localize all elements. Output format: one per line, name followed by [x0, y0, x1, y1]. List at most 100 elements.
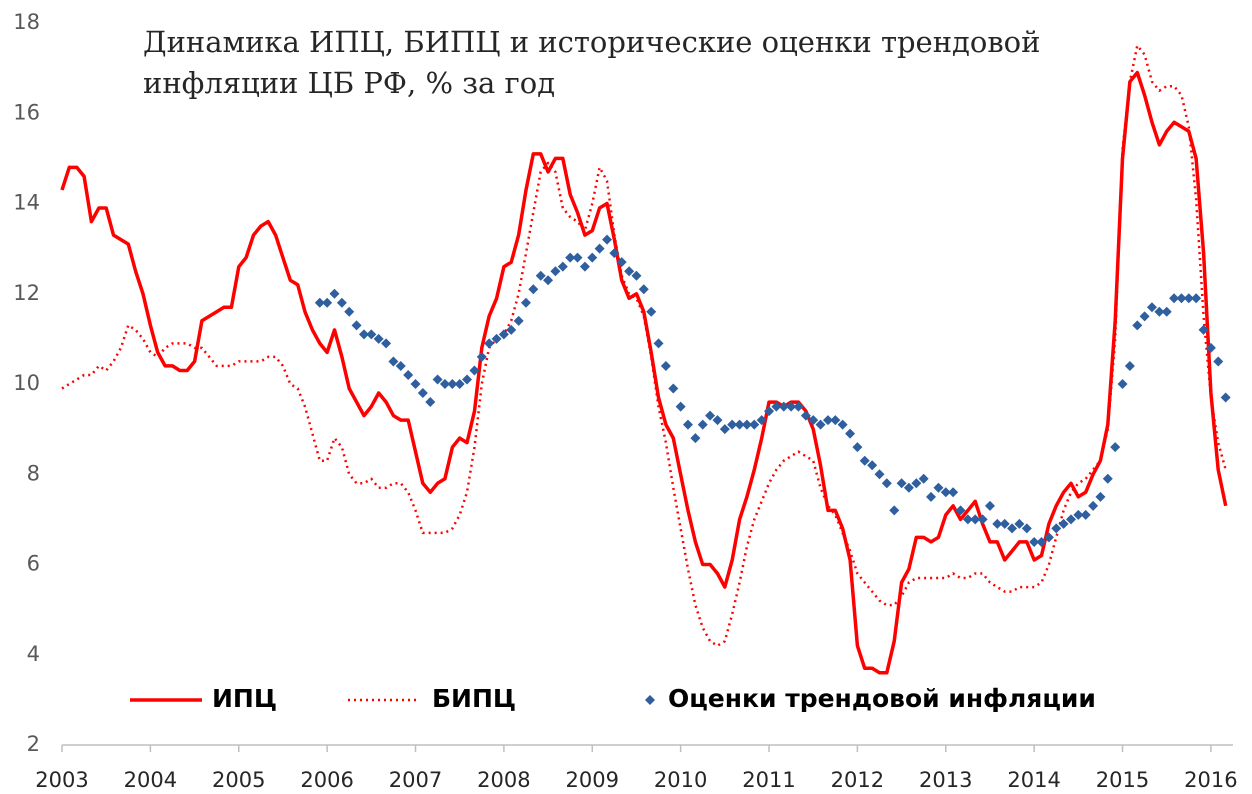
trend-point [852, 442, 863, 453]
y-tick-label: 6 [27, 552, 40, 576]
trend-point [940, 487, 951, 498]
trend-point [822, 415, 833, 426]
y-tick-label: 2 [27, 732, 40, 756]
x-tick-label: 2003 [35, 768, 88, 792]
trend-point [1110, 442, 1121, 453]
trend-point [1014, 518, 1025, 529]
x-tick-label: 2007 [389, 768, 442, 792]
trend-point [314, 297, 325, 308]
trend-point [373, 333, 384, 344]
trend-point [808, 415, 819, 426]
trend-point [977, 514, 988, 525]
trend-point [565, 252, 576, 263]
trend-point [830, 415, 841, 426]
y-tick-label: 4 [27, 642, 40, 666]
trend-point [520, 297, 531, 308]
trend-point [1220, 392, 1231, 403]
x-tick-label: 2015 [1096, 768, 1149, 792]
trend-point [1124, 360, 1135, 371]
trend-point [351, 320, 362, 331]
chart-title: Динамика ИПЦ, БИПЦ и исторические оценки… [143, 25, 1040, 59]
y-tick-label: 12 [13, 281, 40, 305]
trend-point [778, 401, 789, 412]
trend-point [1183, 293, 1194, 304]
trend-point [1102, 473, 1113, 484]
trend-point [764, 406, 775, 417]
trend-point [1051, 523, 1062, 534]
trend-point [786, 401, 797, 412]
trend-point [616, 257, 627, 268]
x-tick-label: 2016 [1184, 768, 1237, 792]
trend-point [417, 388, 428, 399]
x-tick-label: 2008 [477, 768, 530, 792]
trend-point [572, 252, 583, 263]
trend-point [329, 288, 340, 299]
trend-point [727, 419, 738, 430]
trend-point [476, 351, 487, 362]
x-tick-label: 2006 [300, 768, 353, 792]
trend-point [1073, 509, 1084, 520]
trend-point [756, 415, 767, 426]
legend-label: БИПЦ [432, 684, 516, 713]
trend-point [1132, 320, 1143, 331]
x-tick-label: 2011 [742, 768, 795, 792]
trend-point [1146, 302, 1157, 313]
trend-point [425, 397, 436, 408]
trend-point [668, 383, 679, 394]
trend-point [1058, 518, 1069, 529]
trend-point [845, 428, 856, 439]
dotted-line [61, 44, 1227, 647]
x-tick-label: 2009 [566, 768, 619, 792]
trend-point [638, 284, 649, 295]
trend-point [719, 424, 730, 435]
trend-point [513, 315, 524, 326]
trend-point [491, 333, 502, 344]
trend-point [984, 500, 995, 511]
trend-point [1007, 523, 1018, 534]
trend-point [646, 306, 657, 317]
trend-point [1139, 311, 1150, 322]
trend-point [800, 410, 811, 421]
trend-point [999, 518, 1010, 529]
trend-point [992, 518, 1003, 529]
trend-point [462, 374, 473, 385]
line [60, 70, 1228, 675]
trend-point [1161, 306, 1172, 317]
trend-point [793, 401, 804, 412]
y-tick-label: 8 [27, 461, 40, 485]
trend-point [682, 419, 693, 430]
trend-point [506, 324, 517, 335]
trend-point [395, 360, 406, 371]
trend-point [859, 455, 870, 466]
trend-point [543, 275, 554, 286]
x-tick-label: 2013 [919, 768, 972, 792]
trend-point [675, 401, 686, 412]
trend-point [712, 415, 723, 426]
trend-point [579, 261, 590, 272]
legend-label: ИПЦ [212, 684, 277, 713]
trend-point [602, 234, 613, 245]
trend-point [447, 379, 458, 389]
trend-point [955, 505, 966, 516]
trend-point [631, 270, 642, 281]
trend-point [587, 252, 598, 263]
trend-point [948, 487, 959, 498]
trend-point [705, 410, 716, 421]
trend-point [815, 419, 826, 430]
x-tick-label: 2014 [1007, 768, 1060, 792]
trend-point [432, 374, 443, 385]
trend-point [1029, 536, 1040, 547]
trend-point [1043, 532, 1054, 543]
trend-point [771, 401, 782, 412]
trend-point [388, 356, 399, 367]
trend-point [690, 433, 701, 444]
trend-point [911, 478, 922, 489]
y-tick-label: 18 [13, 10, 40, 34]
trend-point [749, 419, 760, 430]
trend-point [896, 478, 907, 489]
trend-point [1198, 324, 1209, 335]
y-tick-label: 16 [13, 100, 40, 124]
trend-point [1154, 306, 1165, 317]
trend-point [410, 379, 421, 389]
